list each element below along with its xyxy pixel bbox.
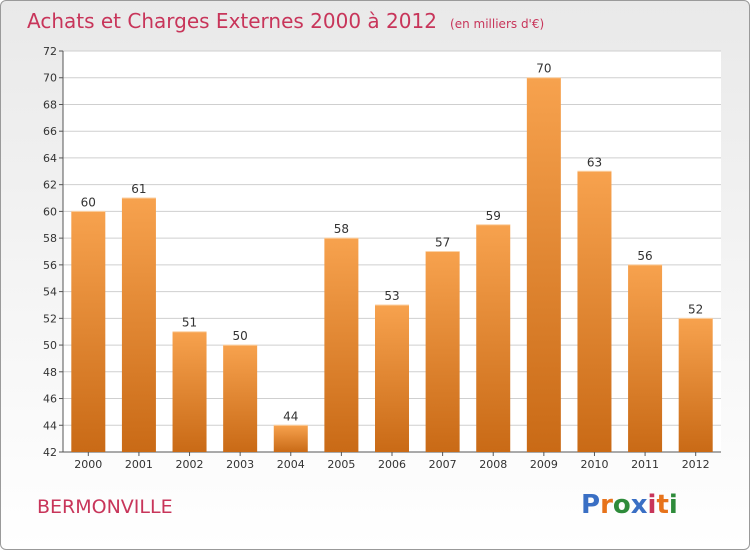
- y-tick-label: 62: [43, 179, 57, 192]
- y-tick-label: 52: [43, 312, 57, 325]
- title-text: Achats et Charges Externes 2000 à 2012: [27, 9, 437, 33]
- bar-2003: [223, 345, 258, 452]
- x-tick-label: 2003: [226, 458, 254, 471]
- bar-2007: [425, 251, 460, 452]
- logo-letter: r: [600, 490, 613, 520]
- data-label-2002: 51: [182, 316, 197, 330]
- logo-letter: P: [581, 490, 601, 520]
- x-tick-label: 2002: [176, 458, 204, 471]
- y-tick-label: 60: [43, 205, 57, 218]
- bar-2001: [121, 198, 156, 452]
- chart-title: Achats et Charges Externes 2000 à 2012 (…: [27, 9, 544, 33]
- data-label-2006: 53: [384, 289, 399, 303]
- y-tick-label: 70: [43, 72, 57, 85]
- commune-name: BERMONVILLE: [37, 496, 173, 518]
- data-label-2005: 58: [334, 222, 349, 236]
- data-label-2011: 56: [637, 249, 652, 263]
- bar-2010: [577, 171, 612, 453]
- logo-letter: x: [630, 490, 648, 520]
- bar-2008: [476, 224, 511, 452]
- x-tick-label: 2000: [74, 458, 102, 471]
- data-label-2004: 44: [283, 409, 298, 423]
- x-tick-label: 2004: [277, 458, 305, 471]
- logo-letter: i: [668, 490, 678, 520]
- x-tick-label: 2007: [429, 458, 457, 471]
- x-tick-label: 2010: [580, 458, 608, 471]
- bar-2000: [71, 211, 106, 452]
- proxiti-logo: Proxiti: [581, 490, 678, 520]
- y-tick-label: 72: [43, 45, 57, 58]
- y-tick-label: 68: [43, 98, 57, 111]
- data-label-2009: 70: [536, 62, 551, 76]
- y-tick-label: 64: [43, 152, 57, 165]
- x-tick-label: 2012: [682, 458, 710, 471]
- y-tick-label: 66: [43, 125, 57, 138]
- bar-2002: [172, 331, 207, 452]
- data-label-2012: 52: [688, 302, 703, 316]
- bar-2006: [375, 304, 409, 452]
- data-label-2003: 50: [233, 329, 248, 343]
- x-tick-label: 2001: [125, 458, 153, 471]
- y-tick-label: 42: [43, 446, 57, 459]
- bar-2012: [678, 318, 713, 452]
- x-tick-label: 2009: [530, 458, 558, 471]
- logo-letter: o: [612, 490, 631, 520]
- data-label-2007: 57: [435, 236, 450, 250]
- x-tick-label: 2005: [327, 458, 355, 471]
- data-label-2010: 63: [587, 155, 602, 169]
- y-tick-label: 54: [43, 286, 57, 299]
- data-label-2000: 60: [81, 195, 96, 209]
- bar-2004: [273, 425, 308, 452]
- logo-letter: i: [647, 490, 657, 520]
- data-label-2001: 61: [131, 182, 146, 196]
- y-tick-label: 46: [43, 393, 57, 406]
- logo-letter: t: [656, 490, 669, 520]
- bar-2009: [526, 77, 561, 452]
- y-tick-label: 58: [43, 232, 57, 245]
- y-tick-label: 44: [43, 419, 57, 432]
- x-tick-label: 2008: [479, 458, 507, 471]
- y-tick-label: 56: [43, 259, 57, 272]
- y-tick-label: 50: [43, 339, 57, 352]
- unit-text: (en milliers d'€): [450, 17, 545, 31]
- bar-2005: [324, 238, 359, 452]
- bar-2011: [628, 264, 663, 452]
- x-tick-label: 2011: [631, 458, 659, 471]
- y-tick-label: 48: [43, 366, 57, 379]
- data-label-2008: 59: [486, 209, 501, 223]
- x-tick-label: 2006: [378, 458, 406, 471]
